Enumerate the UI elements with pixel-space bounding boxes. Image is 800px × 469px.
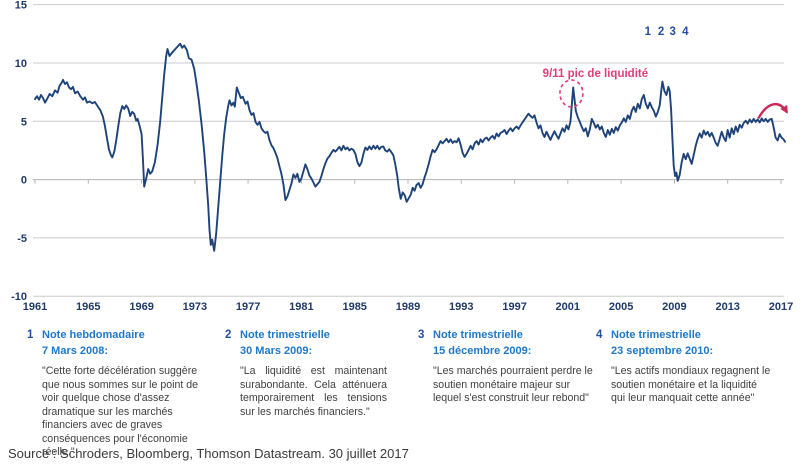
note-1-content: Note hebdomadaire 7 Mars 2008: "Cette fo… bbox=[42, 329, 213, 460]
note-marker-1: 1 bbox=[645, 26, 652, 38]
x-axis-label: 1997 bbox=[502, 301, 526, 313]
note-1-number: 1 bbox=[27, 329, 34, 341]
y-axis-label: -10 bbox=[11, 291, 27, 303]
y-axis-label: 0 bbox=[21, 175, 27, 187]
note-1-quote: "Cette forte décélération suggère que no… bbox=[42, 365, 199, 459]
y-axis-label: 15 bbox=[15, 0, 27, 12]
x-axis-label: 1973 bbox=[183, 301, 207, 313]
note-marker-2: 2 bbox=[658, 26, 664, 38]
note-4-title: Note trimestrielle bbox=[611, 329, 701, 341]
source-line: Source : Schroders, Bloomberg, Thomson D… bbox=[8, 446, 409, 461]
y-axis-label: -5 bbox=[17, 233, 27, 245]
note-4-content: Note trimestrielle 23 septembre 2010: "L… bbox=[611, 329, 772, 406]
x-axis-label: 2013 bbox=[715, 301, 739, 313]
x-axis-label: 1961 bbox=[23, 301, 47, 313]
note-4-quote: "Les actifs mondiaux regagnent le soutie… bbox=[611, 365, 771, 405]
note-marker-3: 3 bbox=[669, 26, 675, 38]
note-3-number: 3 bbox=[418, 329, 425, 341]
note-2-quote: "La liquidité est maintenant surabondant… bbox=[240, 365, 387, 418]
note-2-date: 30 Mars 2009: bbox=[240, 345, 313, 358]
note-2-content: Note trimestrielle 30 Mars 2009: "La liq… bbox=[240, 329, 387, 419]
note-3-content: Note trimestrielle 15 décembre 2009: "Le… bbox=[433, 329, 600, 406]
x-axis-label: 2009 bbox=[662, 301, 686, 313]
note-marker-4: 4 bbox=[682, 26, 689, 38]
note-2-title: Note trimestrielle bbox=[240, 329, 330, 341]
note-4-date: 23 septembre 2010: bbox=[611, 345, 714, 358]
x-axis-label: 2017 bbox=[769, 301, 793, 313]
peak-annotation-label: 9/11 pic de liquidité bbox=[543, 68, 648, 80]
x-axis-label: 1993 bbox=[449, 301, 473, 313]
note-1-date: 7 Mars 2008: bbox=[42, 345, 109, 358]
x-axis-label: 1985 bbox=[342, 301, 366, 313]
x-axis-label: 1977 bbox=[236, 301, 260, 313]
y-axis-label: 10 bbox=[15, 58, 27, 70]
liquidity-line bbox=[34, 42, 786, 252]
y-axis-label: 5 bbox=[21, 116, 27, 128]
x-axis-label: 1981 bbox=[289, 301, 313, 313]
note-2-number: 2 bbox=[225, 329, 232, 341]
x-axis-label: 1965 bbox=[76, 301, 100, 313]
note-4: 4 Note trimestrielle 23 septembre 2010: … bbox=[596, 329, 772, 406]
note-4-number: 4 bbox=[596, 329, 603, 341]
note-3: 3 Note trimestrielle 15 décembre 2009: "… bbox=[418, 329, 600, 406]
note-1-title: Note hebdomadaire bbox=[42, 329, 145, 341]
trend-arrow bbox=[757, 103, 789, 119]
note-2: 2 Note trimestrielle 30 Mars 2009: "La l… bbox=[225, 329, 387, 419]
x-axis-label: 2001 bbox=[556, 301, 580, 313]
x-axis-label: 2005 bbox=[609, 301, 633, 313]
x-axis-label: 1969 bbox=[129, 301, 153, 313]
note-1: 1 Note hebdomadaire 7 Mars 2008: "Cette … bbox=[27, 329, 213, 460]
note-3-title: Note trimestrielle bbox=[433, 329, 523, 341]
note-3-quote: "Les marchés pourraient perdre le soutie… bbox=[433, 365, 593, 405]
x-axis-label: 1989 bbox=[396, 301, 420, 313]
peak-annotation-circle bbox=[559, 79, 584, 108]
note-3-date: 15 décembre 2009: bbox=[433, 345, 532, 358]
